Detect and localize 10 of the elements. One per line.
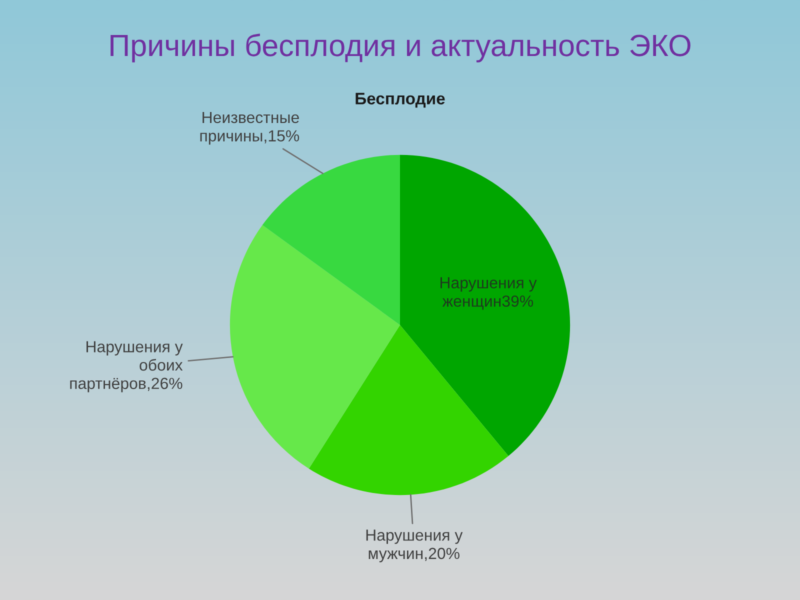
slice-label: Нарушения у мужчин,20%: [366, 530, 463, 562]
slice-label: Нарушения у женщин39%: [440, 277, 537, 310]
pie-slice: [230, 225, 400, 469]
slice-label: Неизвестные причины,15%: [200, 112, 300, 145]
pie-slice: [262, 154, 400, 325]
pie-slice: [308, 325, 508, 496]
chart-subtitle: Бесплодие: [356, 92, 445, 108]
slice-label: Нарушения у обоих партнёров,26%: [70, 341, 183, 392]
pie-slice: [400, 154, 570, 456]
chart-title: Причины бесплодия и актуальность ЭКО: [110, 34, 690, 62]
